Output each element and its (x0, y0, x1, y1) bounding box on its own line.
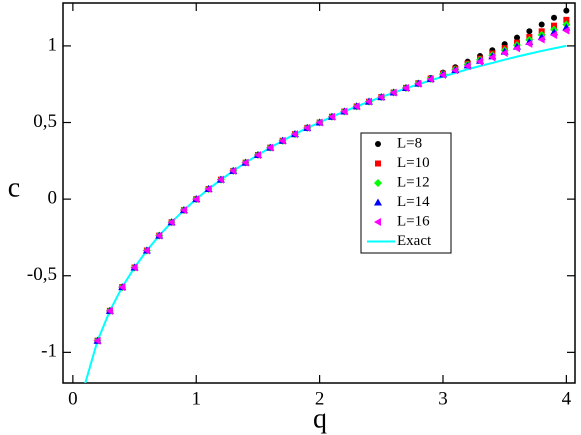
plot-frame (62, 2, 576, 384)
x-tick-label: 1 (191, 388, 201, 409)
marker (130, 263, 138, 272)
marker (525, 39, 533, 48)
y-axis-label: c (8, 172, 20, 203)
marker (167, 218, 175, 227)
y-tick-label: -1 (41, 341, 57, 362)
marker (118, 283, 126, 292)
x-axis-label: q (313, 403, 327, 434)
y-tick-label: 1 (48, 34, 58, 55)
legend-label: L=16 (397, 213, 430, 229)
marker (105, 306, 113, 315)
marker (438, 70, 446, 79)
marker (538, 21, 545, 28)
legend-label: L=8 (397, 135, 422, 151)
marker (514, 34, 521, 41)
marker (526, 28, 533, 35)
marker (463, 61, 471, 70)
y-tick-label: 0 (48, 187, 58, 208)
marker (562, 26, 570, 35)
x-tick-label: 0 (68, 388, 78, 409)
legend-box (360, 132, 452, 254)
legend-label: Exact (397, 233, 432, 249)
marker (229, 166, 237, 175)
marker (204, 185, 212, 194)
marker (241, 158, 249, 167)
marker (401, 84, 409, 93)
marker (278, 136, 286, 145)
marker (537, 35, 545, 44)
marker (253, 151, 261, 159)
marker (377, 93, 385, 102)
x-tick-label: 3 (438, 388, 448, 409)
marker (327, 112, 335, 121)
marker (476, 57, 484, 66)
marker (488, 53, 496, 62)
marker (513, 44, 521, 53)
legend-swatch (374, 198, 382, 206)
marker (563, 16, 570, 23)
legend-swatch (375, 160, 381, 167)
marker (340, 107, 348, 116)
legend-swatch (375, 141, 381, 147)
marker (155, 231, 163, 240)
marker (142, 246, 150, 255)
x-tick-label: 2 (315, 388, 325, 409)
marker (500, 48, 508, 57)
marker (451, 66, 459, 75)
marker (192, 195, 200, 204)
exact-line (84, 44, 567, 383)
marker (93, 336, 101, 345)
marker (179, 206, 187, 215)
legend-label: L=14 (397, 194, 430, 210)
marker (563, 7, 570, 14)
marker (290, 130, 298, 139)
marker (551, 14, 558, 21)
legend-swatch (374, 179, 382, 187)
marker (389, 88, 397, 97)
marker (352, 102, 360, 111)
legend-label: L=12 (397, 174, 430, 190)
y-tick-label: 0,5 (33, 111, 57, 132)
marker (550, 31, 558, 40)
y-tick-label: -0,5 (27, 264, 57, 285)
legend-label: L=10 (397, 155, 430, 171)
marker (414, 79, 422, 88)
marker (303, 123, 311, 132)
legend-swatch (374, 218, 381, 226)
marker (266, 143, 274, 152)
marker (315, 118, 323, 127)
x-tick-label: 4 (562, 388, 572, 409)
plot-area (84, 7, 571, 383)
marker (426, 75, 434, 84)
marker (364, 97, 372, 106)
marker (216, 175, 224, 184)
